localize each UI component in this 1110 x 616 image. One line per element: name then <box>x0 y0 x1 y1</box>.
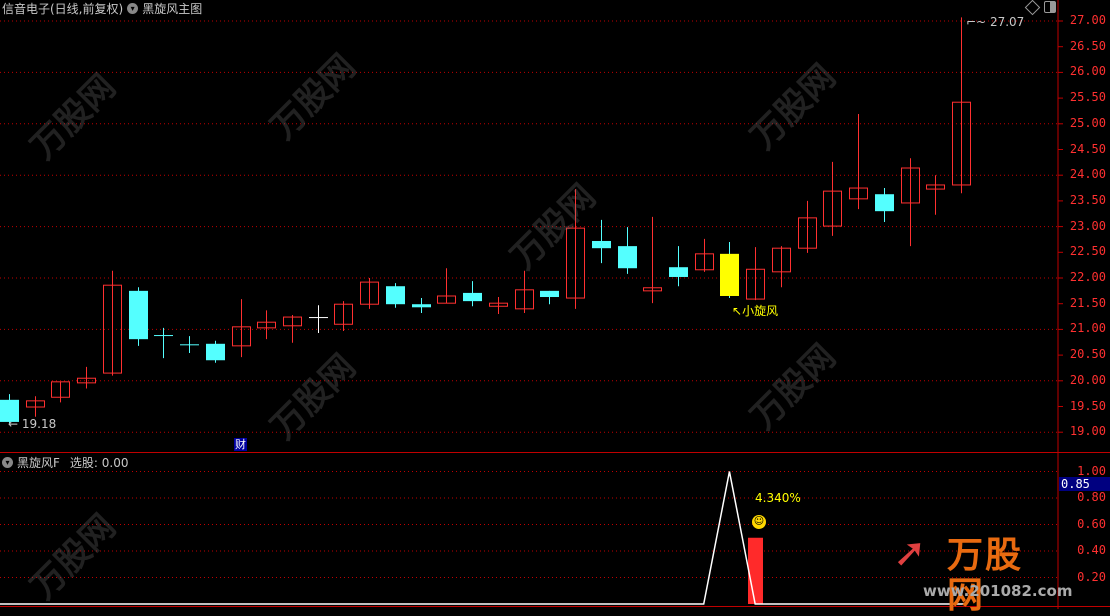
candle-body <box>823 190 842 227</box>
candle-body <box>463 292 482 302</box>
candle-body <box>952 101 971 186</box>
candle-body <box>51 381 70 398</box>
candle-body <box>875 194 894 212</box>
stock-title: 信音电子(日线,前复权) <box>2 2 124 16</box>
candle-body <box>232 326 251 347</box>
candle-body <box>618 246 637 269</box>
y-tick-label: 20.50 <box>1069 347 1106 362</box>
low-price-label: ← 19.18 <box>8 417 57 431</box>
candle-body <box>0 399 19 422</box>
candle-body <box>695 253 714 271</box>
candle-body <box>206 343 225 361</box>
candle-body <box>489 302 508 307</box>
y-tick-label: 24.00 <box>1069 167 1106 182</box>
candle-body <box>772 247 791 273</box>
y-tick-label: 21.50 <box>1069 295 1106 310</box>
sub-y-tick-label: 0.60 <box>1077 516 1106 531</box>
y-tick-label: 23.00 <box>1069 218 1106 233</box>
y-tick-label: 22.00 <box>1069 270 1106 284</box>
y-tick-label: 25.50 <box>1069 90 1106 105</box>
low-price-value: 19.18 <box>21 417 57 431</box>
signal-bar <box>748 537 763 604</box>
y-tick-label: 24.50 <box>1069 141 1106 156</box>
candle-body <box>154 335 173 337</box>
candle-body <box>669 267 688 277</box>
y-tick-label: 21.00 <box>1069 321 1106 336</box>
current-value-badge: 0.85 <box>1059 477 1110 491</box>
y-tick-label: 25.00 <box>1069 115 1106 130</box>
candle-body <box>566 227 585 299</box>
signal-text: 小旋风 <box>742 304 779 318</box>
percent-label: 4.340% <box>755 491 801 505</box>
sub-y-tick-label: 0.80 <box>1077 490 1106 504</box>
panel-toggle-icon[interactable] <box>1044 1 1056 13</box>
y-tick-label: 20.00 <box>1069 372 1106 387</box>
signal-line <box>0 471 965 605</box>
candle-body <box>437 295 456 304</box>
sub-indicator-name[interactable]: 黑旋风F <box>17 456 60 470</box>
y-tick-label: 22.50 <box>1069 244 1106 259</box>
logo-arrow-icon: ➚ <box>893 530 927 576</box>
candle-body <box>746 268 765 300</box>
y-tick-label: 23.50 <box>1069 192 1106 207</box>
sub-y-tick-label: 0.20 <box>1077 569 1106 584</box>
candle-body <box>129 290 148 340</box>
finance-marker[interactable]: 财 <box>234 438 247 451</box>
candle-body <box>386 286 405 305</box>
candle-body <box>515 289 534 310</box>
candle-body <box>540 290 559 298</box>
candle-body <box>103 284 122 374</box>
candle-body <box>412 304 431 308</box>
high-price-label: ⌐~ 27.07 <box>966 15 1025 29</box>
signal-candle <box>720 253 739 296</box>
candle-body <box>592 240 611 249</box>
candle-body <box>798 217 817 249</box>
site-logo: ➚ 万股网 www.201082.com <box>893 530 1073 616</box>
candle-body <box>901 167 920 204</box>
y-tick-label: 27.00 <box>1069 13 1106 27</box>
indicator-menu-icon[interactable]: ▾ <box>127 3 139 14</box>
candle-body <box>309 317 328 319</box>
candle-body <box>26 400 45 408</box>
sub-y-tick-label: 1.00 <box>1077 463 1106 478</box>
y-tick-label: 19.00 <box>1069 424 1106 439</box>
candle-body <box>180 344 199 346</box>
candle-body <box>77 377 96 384</box>
candle-body <box>334 303 353 325</box>
smiley-icon: ☺ <box>752 515 766 529</box>
y-tick-label: 26.00 <box>1069 64 1106 79</box>
signal-label: ↖小旋风 <box>732 304 779 318</box>
chart-header: 信音电子(日线,前复权) ▾ 黑旋风主图 <box>2 0 202 17</box>
candle-body <box>849 187 868 200</box>
y-tick-label: 26.50 <box>1069 38 1106 53</box>
y-tick-label: 19.50 <box>1069 398 1106 413</box>
sub-chart-header: ▾ 黑旋风F 选股: 0.00 <box>2 454 128 471</box>
sub-y-tick-label: 0.40 <box>1077 543 1106 557</box>
main-indicator-name[interactable]: 黑旋风主图 <box>142 2 203 16</box>
high-price-value: 27.07 <box>989 15 1025 29</box>
candle-body <box>643 287 662 292</box>
candle-body <box>360 281 379 305</box>
sub-indicator-value: 选股: 0.00 <box>69 456 129 470</box>
candle-body <box>926 184 945 190</box>
candle-body <box>283 316 302 327</box>
candle-body <box>257 321 276 329</box>
sub-indicator-menu-icon[interactable]: ▾ <box>2 457 13 468</box>
